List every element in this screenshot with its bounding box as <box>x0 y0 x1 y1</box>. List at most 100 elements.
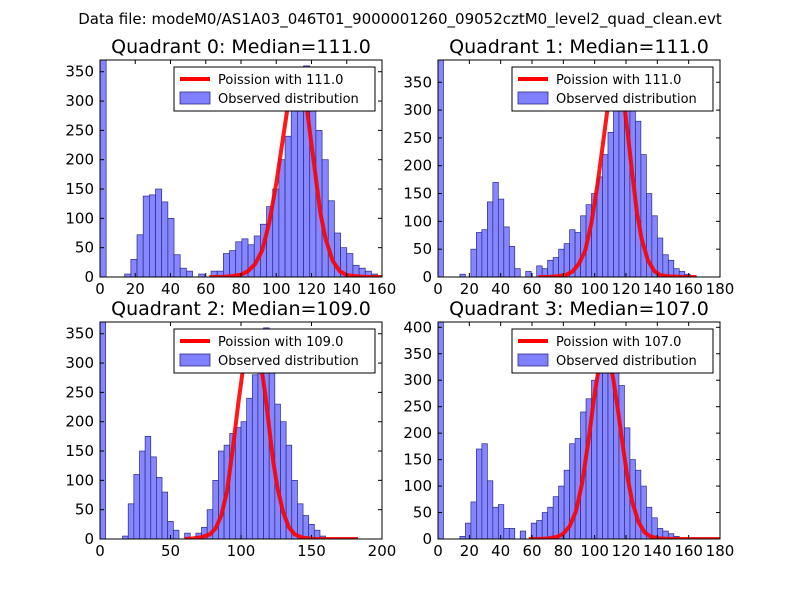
histogram-bar <box>596 369 603 539</box>
histogram-bar <box>144 436 152 539</box>
x-tick-label: 0 <box>433 280 443 298</box>
x-tick-label: 160 <box>674 280 703 298</box>
histogram-bar <box>503 226 510 277</box>
legend-bar-swatch <box>517 91 549 105</box>
x-tick-label: 160 <box>368 280 397 298</box>
y-tick-label: 350 <box>403 73 432 91</box>
legend-bar-label: Observed distribution <box>218 354 359 369</box>
axes-frame <box>437 321 721 540</box>
histogram-bar <box>552 496 559 539</box>
histogram-bar <box>558 248 565 277</box>
y-tick-label: 0 <box>84 268 94 286</box>
y-tick-label: 100 <box>65 209 94 227</box>
legend-line-label: Poission with 111.0 <box>556 73 681 88</box>
histogram-bar <box>438 322 444 539</box>
histogram-bar <box>100 60 107 277</box>
x-tick-label: 40 <box>491 280 510 298</box>
histogram-bar <box>552 257 559 277</box>
histogram-bar <box>476 232 483 277</box>
legend-line-label: Poission with 111.0 <box>218 73 343 88</box>
y-tick-label: 100 <box>65 471 94 489</box>
histogram-bar <box>284 135 292 277</box>
histogram-bar <box>235 427 242 539</box>
histogram-bar <box>149 194 156 277</box>
y-tick-label: 250 <box>65 121 94 139</box>
x-tick-label: 120 <box>612 542 641 560</box>
histogram-bar <box>635 469 642 539</box>
legend-bar-swatch <box>517 353 549 367</box>
histogram-bar <box>618 87 625 277</box>
y-tick-label: 100 <box>403 212 432 230</box>
histogram-bar <box>142 195 150 277</box>
y-tick-label: 300 <box>65 354 94 372</box>
histogram-bar <box>173 254 181 277</box>
y-tick-label: 50 <box>75 501 94 519</box>
x-tick-label: 160 <box>674 542 703 560</box>
histogram-bar <box>602 154 609 277</box>
x-tick-label: 80 <box>554 542 573 560</box>
x-tick-label: 120 <box>297 280 326 298</box>
histogram-bar <box>497 198 505 277</box>
chart-panel-quadrant-3: 0 20 40 60 80 100 120 140 160 1800501001502002503… <box>403 298 734 560</box>
legend-box <box>511 66 714 112</box>
histogram-bar <box>240 421 247 539</box>
legend-bar-swatch <box>179 353 211 367</box>
axes-frame <box>437 59 721 278</box>
histogram-bar <box>492 506 499 539</box>
x-tick-label: 20 <box>460 280 479 298</box>
histogram-bar <box>155 188 163 277</box>
y-tick-label: 50 <box>413 240 432 258</box>
histogram-bar <box>492 182 499 277</box>
histogram-bar <box>161 201 169 277</box>
histogram-bar <box>100 322 106 539</box>
histogram-bar <box>172 529 180 539</box>
y-tick-label: 350 <box>65 325 94 343</box>
chart-title: Quadrant 1: Median=111.0 <box>449 36 709 58</box>
histogram-bar <box>613 109 620 277</box>
x-tick-label: 0 <box>95 542 105 560</box>
histogram-bar <box>251 374 259 539</box>
x-tick-label: 100 <box>227 542 256 560</box>
histogram-bar <box>503 528 510 539</box>
chart-title: Quadrant 0: Median=111.0 <box>111 36 371 58</box>
chart-panel-quadrant-2: 0 50 100 150 200 0 50 100 150 200 250 300 350 Quadran… <box>65 298 396 560</box>
y-tick-label: 50 <box>413 504 432 522</box>
y-tick-label: 250 <box>65 383 94 401</box>
histogram-bars <box>438 322 680 539</box>
histogram-bar <box>487 480 494 539</box>
x-tick-label: 100 <box>580 280 609 298</box>
histogram-bar <box>150 456 157 539</box>
chart-legend: Poission with 111.0 Observed distribution <box>173 66 376 112</box>
legend-bar-swatch <box>179 91 211 105</box>
y-tick-label: 300 <box>403 371 432 389</box>
histogram-bar <box>139 450 146 539</box>
histogram-bar <box>514 268 521 277</box>
histogram-bar <box>136 234 144 277</box>
histogram-bar <box>487 201 494 277</box>
chart-legend: Poission with 111.0 Observed distribution <box>511 66 714 112</box>
x-tick-label: 140 <box>332 280 361 298</box>
histogram-bar <box>167 218 175 277</box>
x-tick-label: 60 <box>522 542 541 560</box>
histogram-bar <box>525 271 532 277</box>
legend-bar-label: Observed distribution <box>556 92 697 107</box>
y-tick-label: 400 <box>403 318 432 336</box>
x-tick-label: 60 <box>522 280 541 298</box>
x-tick-label: 40 <box>491 542 510 560</box>
chart-panel-quadrant-1: 0 20 40 60 80 100 120 140 160 1800501001502002503… <box>403 36 734 298</box>
chart-panel-quadrant-0: 0 20 40 60 80 100 120 140 160 0 50 100 150 200 250 300 3… <box>65 36 396 298</box>
y-tick-label: 350 <box>403 345 432 363</box>
histogram-bar <box>607 131 614 277</box>
x-tick-label: 200 <box>368 542 397 560</box>
x-tick-label: 80 <box>554 280 573 298</box>
y-tick-label: 200 <box>403 157 432 175</box>
x-tick-label: 120 <box>612 280 641 298</box>
x-tick-label: 20 <box>460 542 479 560</box>
y-tick-label: 0 <box>84 530 94 548</box>
x-tick-label: 100 <box>262 280 291 298</box>
y-tick-label: 300 <box>403 101 432 119</box>
y-tick-label: 350 <box>65 63 94 81</box>
x-tick-label: 0 <box>433 542 443 560</box>
histogram-bar <box>302 515 310 539</box>
histogram-bar <box>161 491 169 539</box>
